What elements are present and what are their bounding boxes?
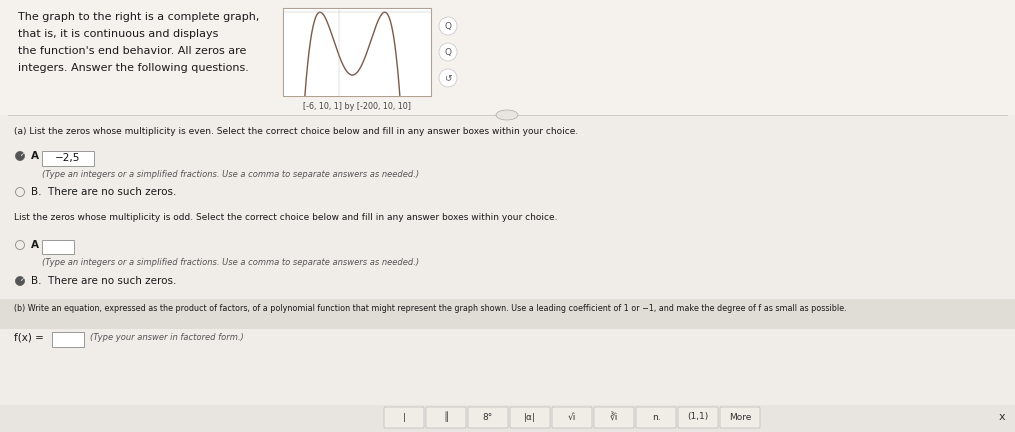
FancyBboxPatch shape (678, 407, 718, 428)
Text: Q: Q (445, 22, 452, 31)
Text: A: A (31, 151, 39, 161)
FancyBboxPatch shape (720, 407, 760, 428)
Text: ║: ║ (444, 412, 449, 422)
Text: Q: Q (445, 48, 452, 57)
FancyBboxPatch shape (384, 407, 424, 428)
Circle shape (15, 276, 24, 286)
Ellipse shape (496, 110, 518, 120)
Text: ↺: ↺ (445, 73, 452, 83)
Text: (1,1): (1,1) (687, 413, 708, 422)
Text: (b) Write an equation, expressed as the product of factors, of a polynomial func: (b) Write an equation, expressed as the … (14, 304, 847, 313)
Circle shape (15, 152, 24, 161)
Text: n.: n. (652, 413, 661, 422)
Text: ∛i: ∛i (610, 413, 618, 422)
Text: f(x) =: f(x) = (14, 333, 44, 343)
Text: (a) List the zeros whose multiplicity is even. Select the correct choice below a: (a) List the zeros whose multiplicity is… (14, 127, 579, 136)
Bar (0, 299, 1015, 329)
Text: (Type an integers or a simplified fractions. Use a comma to separate answers as : (Type an integers or a simplified fracti… (42, 170, 419, 179)
Circle shape (15, 187, 24, 197)
Circle shape (439, 17, 457, 35)
FancyBboxPatch shape (594, 407, 634, 428)
Circle shape (439, 69, 457, 87)
FancyBboxPatch shape (510, 407, 550, 428)
Bar (0, 0, 1015, 115)
Circle shape (439, 43, 457, 61)
Bar (42, 240, 74, 254)
Text: |: | (403, 413, 406, 422)
Text: B.  There are no such zeros.: B. There are no such zeros. (31, 187, 177, 197)
Text: √i: √i (567, 413, 577, 422)
Text: that is, it is continuous and displays: that is, it is continuous and displays (18, 29, 218, 39)
Text: |α|: |α| (524, 413, 536, 422)
Text: (Type an integers or a simplified fractions. Use a comma to separate answers as : (Type an integers or a simplified fracti… (42, 258, 419, 267)
Text: A: A (31, 240, 39, 250)
Text: (Type your answer in factored form.): (Type your answer in factored form.) (90, 333, 244, 342)
FancyBboxPatch shape (636, 407, 676, 428)
Text: The graph to the right is a complete graph,: The graph to the right is a complete gra… (18, 12, 260, 22)
Text: [-6, 10, 1] by [-200, 10, 10]: [-6, 10, 1] by [-200, 10, 10] (303, 102, 411, 111)
FancyBboxPatch shape (552, 407, 592, 428)
FancyBboxPatch shape (468, 407, 508, 428)
Circle shape (15, 241, 24, 250)
Bar (283, 8, 431, 96)
Text: −2,5: −2,5 (55, 153, 80, 163)
Text: 8°: 8° (483, 413, 493, 422)
Bar (52, 332, 84, 347)
Bar (42, 151, 94, 166)
Bar (0, 405, 1015, 432)
Text: ✓: ✓ (19, 152, 24, 158)
Text: List the zeros whose multiplicity is odd. Select the correct choice below and fi: List the zeros whose multiplicity is odd… (14, 213, 557, 222)
Text: the function's end behavior. All zeros are: the function's end behavior. All zeros a… (18, 46, 247, 56)
Text: B.  There are no such zeros.: B. There are no such zeros. (31, 276, 177, 286)
Text: x: x (999, 412, 1005, 422)
Text: ✓: ✓ (19, 277, 24, 283)
FancyBboxPatch shape (426, 407, 466, 428)
Text: More: More (729, 413, 751, 422)
Text: integers. Answer the following questions.: integers. Answer the following questions… (18, 63, 249, 73)
